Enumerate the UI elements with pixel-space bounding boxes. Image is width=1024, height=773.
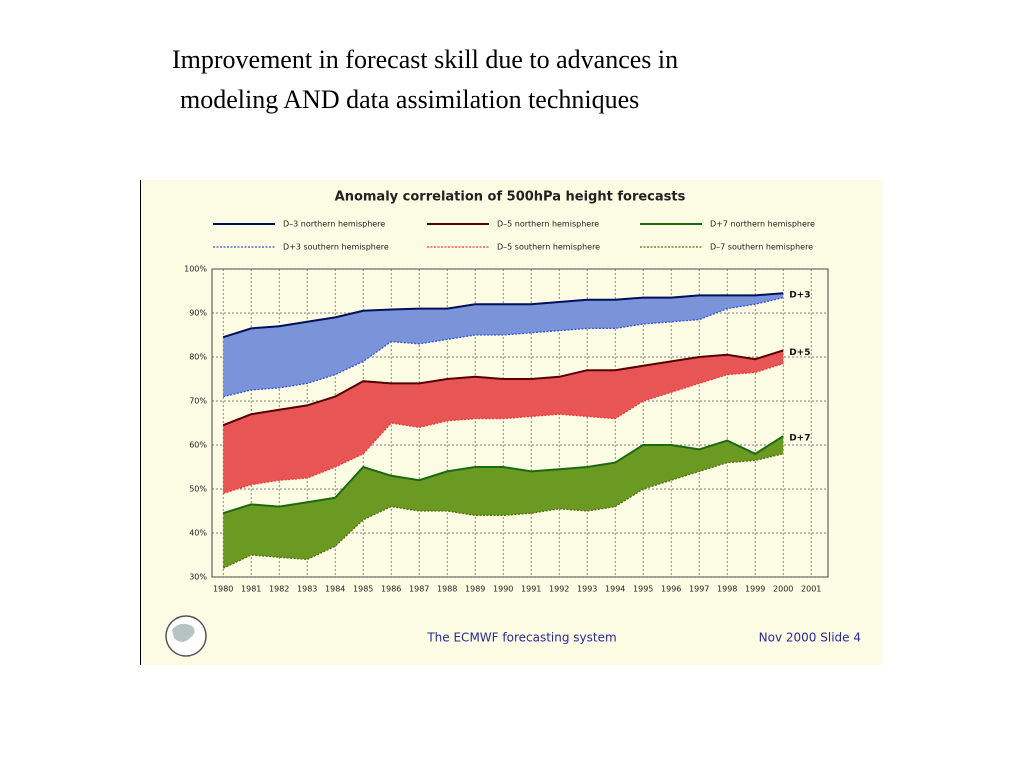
band-fill (223, 436, 784, 569)
series-line (222, 435, 784, 515)
legend-label: D–5 northern hemisphere (497, 220, 599, 229)
y-tick-label: 90% (189, 309, 207, 318)
annotation: D+5 (789, 348, 810, 358)
x-tick-label: 1980 (213, 585, 233, 594)
annotation: D+7 (789, 434, 810, 444)
legend-label: D+7 northern hemisphere (710, 220, 815, 229)
y-tick-label: 40% (189, 529, 207, 538)
x-tick-label: 1984 (325, 585, 345, 594)
legend-label: D+3 southern hemisphere (283, 243, 389, 252)
y-tick-label: 30% (189, 573, 207, 582)
x-tick-label: 1985 (353, 585, 373, 594)
legend-label: D–5 southern hemisphere (497, 243, 600, 252)
heading-line: modeling AND data assimilation technique… (180, 85, 639, 114)
footer-text: Nov 2000 Slide 4 (759, 631, 861, 645)
x-tick-label: 2001 (801, 585, 821, 594)
logo (165, 615, 207, 657)
y-tick-label: 50% (189, 485, 207, 494)
x-tick-label: 1990 (493, 585, 513, 594)
series-line (223, 296, 784, 398)
series-line (223, 362, 784, 495)
x-tick-label: 1981 (241, 585, 261, 594)
band-fill (223, 293, 784, 397)
x-tick-label: 1989 (465, 585, 485, 594)
y-tick-label: 80% (189, 353, 207, 362)
x-tick-label: 1988 (437, 585, 457, 594)
x-tick-label: 2000 (773, 585, 793, 594)
annotation: D+3 (789, 291, 810, 301)
series-line (222, 349, 784, 427)
x-tick-label: 1986 (381, 585, 401, 594)
y-tick-label: 60% (189, 441, 207, 450)
x-tick-label: 1982 (269, 585, 289, 594)
y-tick-label: 100% (184, 265, 207, 274)
x-tick-label: 1991 (521, 585, 541, 594)
legend-label: D–7 southern hemisphere (710, 243, 813, 252)
x-tick-label: 1997 (689, 585, 709, 594)
x-tick-label: 1987 (409, 585, 429, 594)
series-line (222, 292, 784, 339)
x-tick-label: 1992 (549, 585, 569, 594)
y-tick-label: 70% (189, 397, 207, 406)
heading-line: Improvement in forecast skill due to adv… (172, 45, 678, 74)
x-tick-label: 1996 (661, 585, 681, 594)
x-tick-label: 1995 (633, 585, 653, 594)
chart-title: Anomaly correlation of 500hPa height for… (335, 190, 686, 205)
footer-text: The ECMWF forecasting system (426, 631, 616, 645)
x-tick-label: 1983 (297, 585, 317, 594)
x-tick-label: 1994 (605, 585, 625, 594)
x-tick-label: 1993 (577, 585, 597, 594)
band-fill (223, 350, 784, 494)
x-tick-label: 1999 (745, 585, 765, 594)
x-tick-label: 1998 (717, 585, 737, 594)
series-line (222, 453, 784, 569)
legend-label: D–3 northern hemisphere (283, 220, 385, 229)
